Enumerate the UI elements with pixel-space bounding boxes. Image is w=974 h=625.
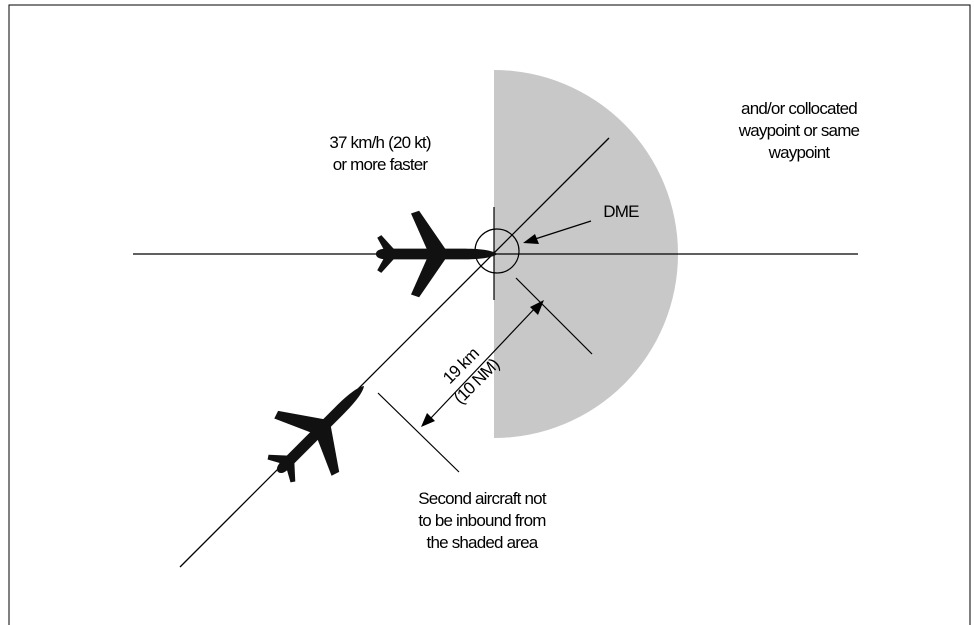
waypoint-label-line2: waypoint or same xyxy=(738,121,860,140)
dme-pointer-arrowhead xyxy=(523,234,539,244)
distance-arrowhead-bottom xyxy=(421,413,435,427)
distance-arrowhead-top xyxy=(530,300,544,315)
speed-label: 37 km/h (20 kt) or more faster xyxy=(300,132,460,176)
dme-pointer-line xyxy=(531,220,592,241)
airplane-icon xyxy=(267,385,365,483)
dme-label: DME xyxy=(603,202,639,221)
speed-label-line2: or more faster xyxy=(332,155,428,174)
diagonal-track xyxy=(179,137,610,568)
frame-border xyxy=(8,4,971,625)
waypoint-label: and/or collocated waypoint or same waypo… xyxy=(714,98,884,164)
distance-extension-upper xyxy=(515,277,593,355)
waypoint-label-line1: and/or collocated xyxy=(741,99,858,118)
distance-extension-lower xyxy=(377,392,460,473)
waypoint-label-line3: waypoint xyxy=(768,143,831,162)
note-label-line2: to be inbound from xyxy=(418,511,546,530)
airplane-icon xyxy=(375,210,498,298)
note-label: Second aircraft not to be inbound from t… xyxy=(392,488,572,554)
distance-dimension-line xyxy=(429,305,538,420)
note-label-line3: the shaded area xyxy=(426,533,539,552)
speed-label-line1: 37 km/h (20 kt) xyxy=(329,133,431,152)
note-label-line1: Second aircraft not xyxy=(418,489,546,508)
